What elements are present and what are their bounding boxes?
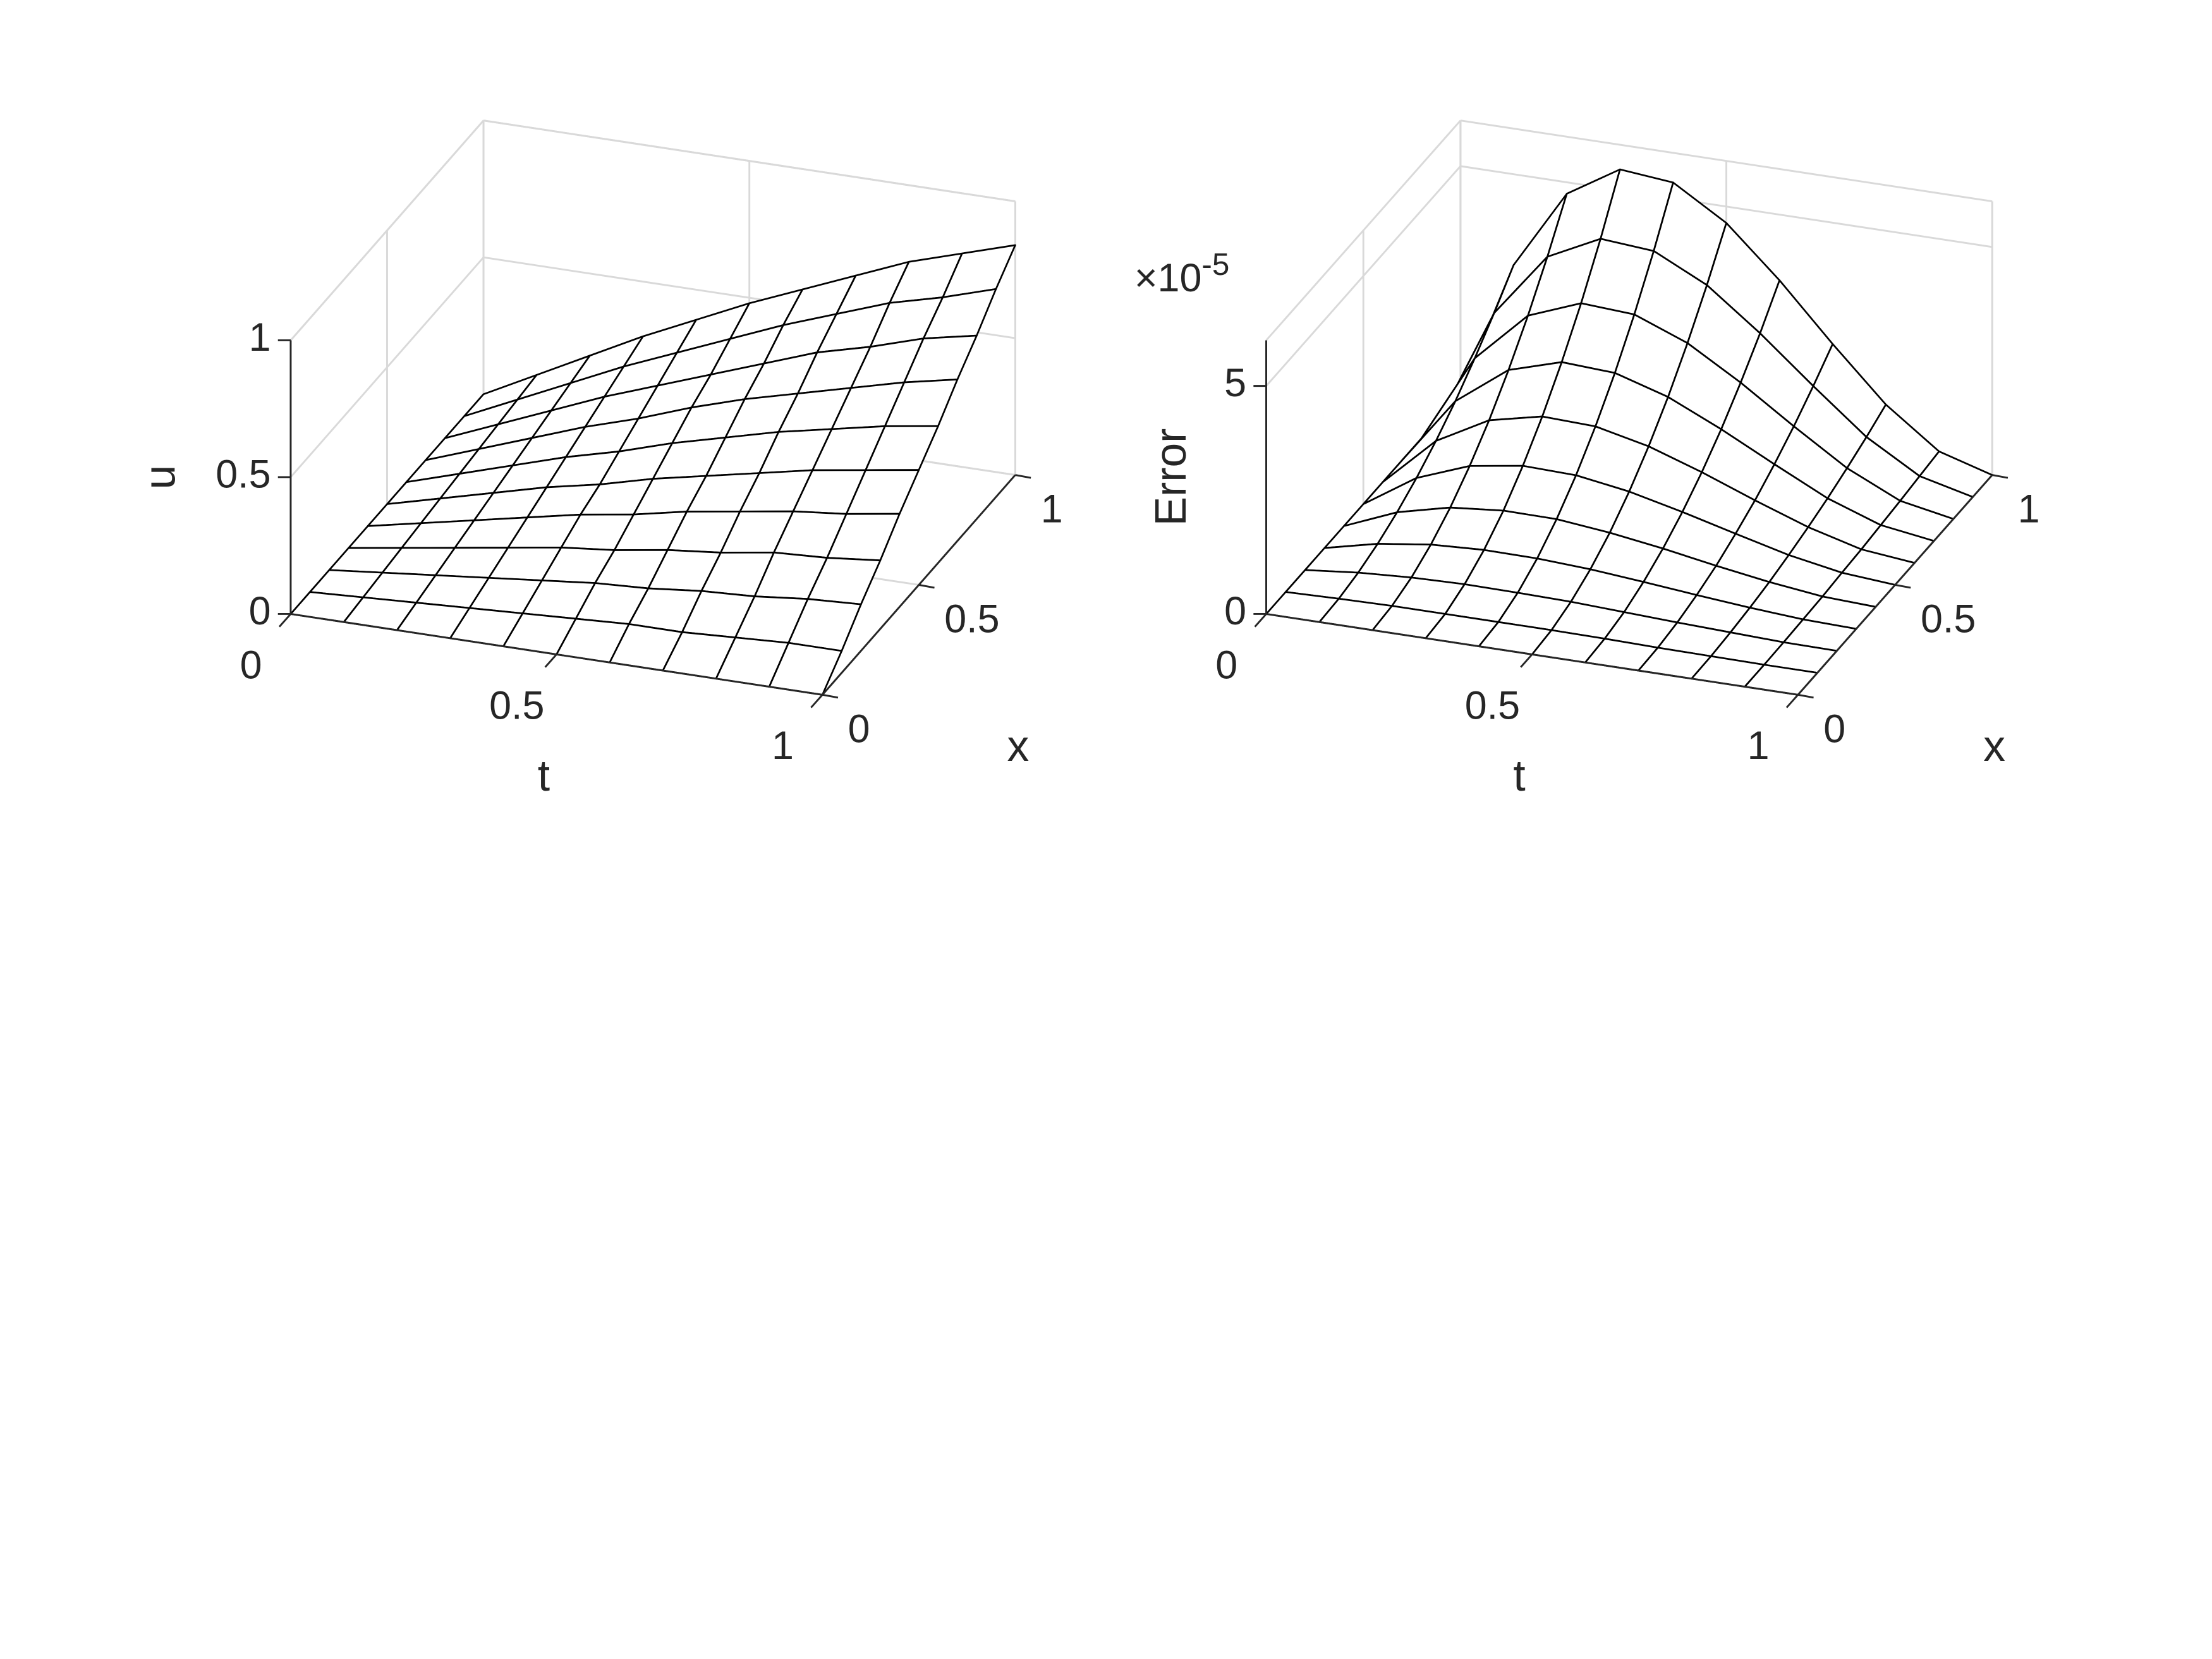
z-tick-label: 0 [1224, 589, 1246, 633]
t-tick-label: 0 [1215, 643, 1237, 687]
x-tick-label: 0.5 [944, 597, 999, 641]
t-tick-label: 0 [240, 643, 262, 687]
exponent-label: ×10-5 [1134, 247, 1229, 300]
subplot: 0 0.5 1 0 0.5 1 0 0.5 1 t x u [135, 119, 1063, 800]
t-axis-label: t [538, 751, 550, 800]
tick-mark [1797, 693, 1814, 699]
z-tick-label: 0 [249, 589, 271, 633]
tick-mark [1520, 653, 1533, 668]
x-tick-label: 1 [1041, 487, 1063, 532]
x-tick-label: 0 [1823, 707, 1845, 751]
tick-mark [1991, 474, 2008, 479]
t-axis [290, 613, 823, 696]
z-tick-label: 1 [249, 315, 271, 360]
tick-mark [1015, 474, 1031, 479]
subplot: 0 5 0 0.5 1 0 0.5 1 t x Error ×10-5 [1134, 119, 2040, 800]
exponent-power: -5 [1201, 247, 1229, 282]
t-tick-label: 0.5 [1465, 683, 1520, 727]
z-tick-label: 5 [1224, 361, 1246, 405]
tick-mark [544, 653, 557, 668]
grid-line [1460, 165, 1993, 248]
tick-mark [918, 584, 935, 589]
tick-mark [810, 694, 823, 708]
x-tick-label: 0.5 [1921, 597, 1976, 641]
t-tick-label: 1 [772, 724, 794, 768]
z-tick-label: 0.5 [216, 453, 270, 497]
tick-mark [1254, 613, 1267, 628]
z-axis-label: Error [1146, 428, 1195, 526]
grid-line [483, 119, 1016, 203]
grid-line [289, 119, 485, 341]
tick-mark [1785, 694, 1799, 708]
tick-mark [822, 693, 839, 699]
t-axis-label: t [1513, 751, 1525, 800]
z-axis-label: u [135, 465, 184, 490]
exponent-base: ×10 [1134, 256, 1202, 300]
x-axis-label: x [1007, 721, 1030, 770]
t-axis [1266, 613, 1799, 696]
t-tick-label: 1 [1747, 724, 1770, 768]
tick-mark [278, 613, 292, 628]
grid-line [289, 257, 485, 478]
grid-line [1265, 165, 1461, 387]
x-axis-label: x [1983, 721, 2005, 770]
t-tick-label: 0.5 [489, 683, 544, 727]
tick-mark [1895, 584, 1911, 589]
x-tick-label: 1 [2018, 487, 2040, 532]
x-tick-label: 0 [848, 707, 870, 751]
